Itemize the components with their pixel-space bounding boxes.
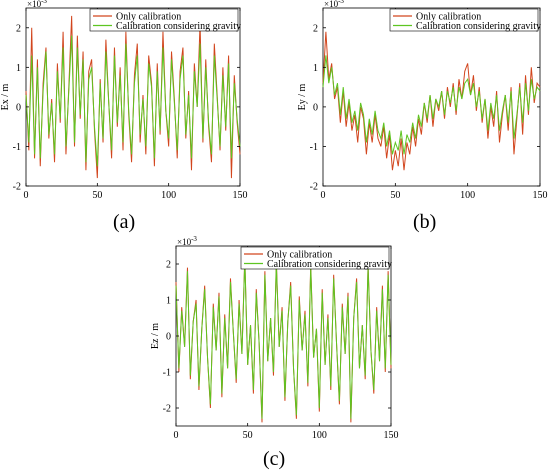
legend-box-a	[89, 8, 239, 32]
legend-box-b	[389, 8, 539, 32]
chart-b: 0 50 100 150 -2 -1 0 1 2 ×10-3 Ey / m Only calibrat…	[297, 0, 548, 201]
series-calibration-gravity-b	[322, 55, 541, 155]
x-tick-label-c: 150	[384, 430, 399, 441]
y-tick-label-a: -1	[13, 142, 21, 153]
series-calibration-gravity-c	[175, 260, 392, 419]
y-tick-label-c: 0	[166, 332, 171, 343]
y-exponent-label-a: ×10-3	[27, 0, 47, 9]
x-tick-label-a: 150	[233, 190, 248, 201]
y-tick-label-b: 1	[313, 63, 318, 74]
plot-frame-a	[25, 7, 241, 187]
y-tick-label-c: -2	[163, 404, 171, 415]
x-tick-label-c: 50	[243, 430, 253, 441]
panel-label-c: (c)	[263, 448, 286, 470]
y-tick-label-a: 1	[16, 63, 21, 74]
y-axis-label-b: Ey / m	[297, 83, 308, 110]
x-tick-label-c: 0	[174, 430, 179, 441]
panel-label-a: (a)	[113, 211, 136, 233]
y-tick-label-b: -1	[310, 142, 318, 153]
x-tick-label-a: 50	[92, 190, 102, 201]
y-tick-label-c: 2	[166, 260, 171, 271]
legend-entry-a: Calibration considering gravity	[116, 21, 241, 32]
y-exponent-label-c: ×10-3	[177, 235, 197, 247]
chart-a: 0 50 100 150 -2 -1 0 1 2 ×10-3 Ex / m Only calibrat…	[0, 0, 248, 201]
legend-entry-b: Only calibration	[416, 12, 481, 23]
x-tick-label-a: 100	[161, 190, 176, 201]
panel-label-b: (b)	[413, 211, 437, 233]
x-tick-label-b: 150	[533, 190, 548, 201]
chart-c: 0 50 100 150 -2 -1 0 1 2 ×10-3 Ez / m Only calibrat…	[150, 235, 399, 441]
x-tick-label-a: 0	[24, 190, 29, 201]
y-tick-label-b: 0	[313, 102, 318, 113]
legend-box-c	[240, 246, 390, 270]
legend-entry-a: Only calibration	[116, 12, 181, 23]
y-axis-label-a: Ex / m	[0, 83, 11, 110]
y-axis-label-c: Ez / m	[150, 323, 161, 349]
y-tick-label-a: -2	[13, 182, 21, 193]
x-tick-label-c: 100	[312, 430, 327, 441]
x-tick-label-b: 100	[460, 190, 475, 201]
plot-frame-b	[322, 7, 541, 187]
y-tick-label-a: 2	[16, 23, 21, 34]
series-calibration-gravity-a	[25, 35, 241, 167]
legend-entry-c: Calibration considering gravity	[267, 259, 392, 270]
y-tick-label-a: 0	[16, 102, 21, 113]
y-tick-label-c: -1	[163, 368, 171, 379]
y-tick-label-b: -2	[310, 182, 318, 193]
y-tick-label-b: 2	[313, 23, 318, 34]
y-exponent-label-b: ×10-3	[324, 0, 344, 9]
y-tick-label-c: 1	[166, 296, 171, 307]
x-tick-label-b: 0	[321, 190, 326, 201]
plot-frame-c	[175, 245, 392, 427]
legend-entry-c: Only calibration	[267, 250, 332, 261]
legend-entry-b: Calibration considering gravity	[416, 21, 541, 32]
x-tick-label-b: 50	[390, 190, 400, 201]
